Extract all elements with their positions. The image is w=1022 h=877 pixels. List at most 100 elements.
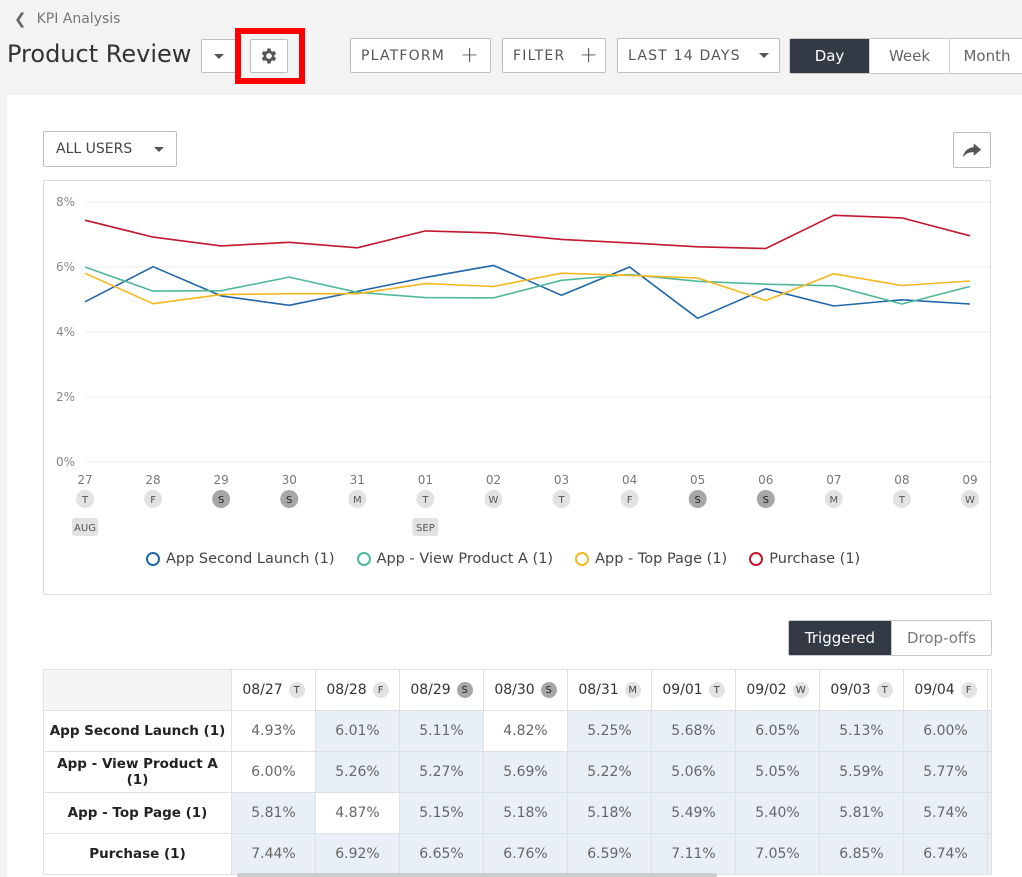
caret-down-icon	[154, 146, 164, 152]
table-cell: 5.27%	[399, 751, 484, 793]
chart-legend: App Second Launch (1) App - View Product…	[146, 551, 860, 567]
x-tick-label: 27	[77, 473, 92, 487]
table-cell: 5.81%	[231, 792, 316, 834]
column-header-content: 09/04 F	[904, 682, 987, 698]
table-cell: 5.25%	[567, 710, 652, 752]
table-cell: 4.93%	[231, 710, 316, 752]
table-cell: 6.05%	[735, 710, 820, 752]
filter-button[interactable]: FILTER +	[502, 38, 606, 73]
column-date: 08/28	[326, 682, 367, 698]
row-label: App Second Launch (1)	[43, 710, 232, 752]
column-date: 09/03	[830, 682, 871, 698]
x-tick-label: 30	[282, 473, 297, 487]
horizontal-scrollbar[interactable]	[237, 873, 717, 877]
table-column-header[interactable]: 09/01 T	[651, 669, 736, 711]
highlight-box	[235, 28, 305, 84]
legend-marker	[356, 552, 371, 566]
column-header-content: 09/01 T	[652, 682, 735, 698]
table-column-header[interactable]: 08/28 F	[315, 669, 400, 711]
y-tick-label: 0%	[56, 455, 75, 469]
legend-item-app-top-page[interactable]: App - Top Page (1)	[575, 551, 727, 567]
data-table: 08/27 T 08/28 F 08/29 S 08/30 S 08/31 M 09/01 T 09/0…	[43, 669, 992, 875]
table-column-header[interactable]: 09/04 F	[903, 669, 988, 711]
weekday-badge	[348, 490, 367, 508]
table-cell: 5.77%	[903, 751, 988, 793]
weekday-label: T	[81, 495, 89, 506]
table-cell: 6.65%	[399, 833, 484, 875]
triggered-button[interactable]: Triggered	[789, 621, 891, 655]
table-column-header[interactable]: 08/29 S	[399, 669, 484, 711]
table-cell: 4.87%	[315, 792, 400, 834]
granularity-week-button[interactable]: Week	[869, 39, 949, 73]
table-overflow-cell	[987, 669, 992, 711]
share-button[interactable]	[953, 132, 991, 168]
legend-label: App - Top Page (1)	[595, 551, 728, 567]
table-row: App Second Launch (1) 4.93% 6.01% 5.11% 4.82…	[43, 710, 992, 752]
x-tick-label: 29	[214, 473, 229, 487]
breadcrumb-label: KPI Analysis	[36, 11, 121, 27]
platform-button[interactable]: PLATFORM +	[350, 38, 491, 73]
x-tick-label: 05	[690, 473, 705, 487]
weekday-badge	[756, 490, 775, 508]
settings-button[interactable]	[250, 39, 288, 73]
legend-item-app-second-launch[interactable]: App Second Launch (1)	[146, 551, 335, 567]
table-column-header[interactable]: 09/03 T	[819, 669, 904, 711]
x-tick-label: 01	[418, 473, 433, 487]
date-range-dropdown[interactable]: LAST 14 DAYS	[617, 38, 780, 73]
legend-marker	[575, 552, 590, 566]
y-tick-label: 6%	[56, 260, 75, 274]
table-cell: 5.18%	[483, 792, 568, 834]
dropoffs-button[interactable]: Drop-offs	[891, 621, 991, 655]
breadcrumb[interactable]: ❮ KPI Analysis	[14, 10, 120, 28]
weekday-label: M	[353, 495, 362, 506]
metric-toggle: Triggered Drop-offs	[788, 620, 992, 656]
table-cell: 5.26%	[315, 751, 400, 793]
title-dropdown-button[interactable]	[201, 39, 237, 73]
caret-down-icon	[214, 53, 224, 59]
weekday-badge: T	[288, 682, 305, 698]
table-column-header[interactable]: 08/27 T	[231, 669, 316, 711]
row-label: App - Top Page (1)	[43, 792, 232, 834]
legend-item-purchase[interactable]: Purchase (1)	[749, 551, 860, 567]
column-date: 08/31	[578, 682, 619, 698]
x-tick-label: 09	[962, 473, 977, 487]
table-cell: 5.74%	[903, 792, 988, 834]
weekday-badge	[280, 490, 299, 508]
granularity-day-button[interactable]: Day	[790, 39, 869, 73]
user-segment-dropdown[interactable]: ALL USERS	[43, 131, 177, 167]
column-date: 08/27	[242, 682, 283, 698]
weekday-badge	[416, 490, 435, 508]
weekday-label: W	[489, 495, 499, 506]
column-header-content: 08/27 T	[232, 682, 315, 698]
table-column-header[interactable]: 08/30 S	[483, 669, 568, 711]
table-column-header[interactable]: 08/31 M	[567, 669, 652, 711]
table-cell: 7.44%	[231, 833, 316, 875]
x-tick-label: 04	[622, 473, 637, 487]
column-date: 08/30	[494, 682, 535, 698]
table-cell: 5.49%	[651, 792, 736, 834]
month-label: SEP	[416, 523, 435, 534]
table-overflow-cell	[987, 792, 992, 834]
weekday-label: F	[150, 495, 156, 506]
month-badge	[412, 518, 439, 536]
table-cell: 5.15%	[399, 792, 484, 834]
table-cell: 5.06%	[651, 751, 736, 793]
table-cell: 6.92%	[315, 833, 400, 875]
granularity-month-button[interactable]: Month	[949, 39, 1022, 73]
weekday-badge	[212, 490, 231, 508]
table-cell: 4.82%	[483, 710, 568, 752]
weekday-badge	[76, 490, 94, 508]
table-cell: 5.68%	[651, 710, 736, 752]
x-tick-label: 03	[554, 473, 569, 487]
legend-item-app-view-product-a[interactable]: App - View Product A (1)	[356, 551, 553, 567]
table-cell: 6.59%	[567, 833, 652, 875]
table-overflow-cell	[987, 751, 992, 793]
table-column-header[interactable]: 09/02 W	[735, 669, 820, 711]
month-badge	[72, 518, 98, 536]
table-cell: 5.59%	[819, 751, 904, 793]
column-header-content: 09/02 W	[736, 682, 819, 698]
column-header-content: 08/30 S	[484, 682, 567, 698]
weekday-badge	[552, 490, 571, 508]
table-cell: 6.74%	[903, 833, 988, 875]
user-segment-label: ALL USERS	[56, 141, 133, 157]
